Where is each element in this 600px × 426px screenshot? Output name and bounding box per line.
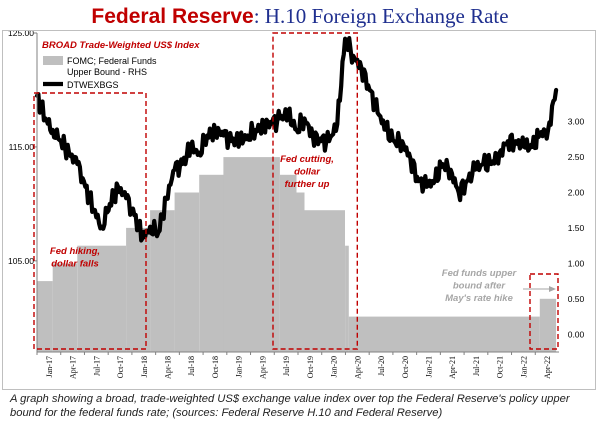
- x-tick-label-6: Jul-18: [187, 356, 196, 376]
- annotation-0-line-1: dollar falls: [51, 259, 99, 270]
- annotation-1-line-2: further up: [285, 179, 330, 190]
- y-right-tick-label-1: 0.50: [568, 294, 585, 304]
- x-tick-label-14: Jul-20: [377, 356, 386, 376]
- x-tick-label-12: Jan-20: [330, 356, 339, 377]
- dtwexbgs-line: [34, 35, 559, 243]
- annotation-2-line-0: Fed funds upper: [442, 268, 518, 279]
- fed-funds-step-5: [174, 192, 200, 352]
- y-right-tick-label-4: 2.00: [568, 188, 585, 198]
- legend-label-fed-funds-line-2: Upper Bound - RHS: [67, 67, 147, 77]
- x-tick-label-19: Oct-21: [496, 356, 505, 378]
- y-left-tick-label-1: 115.00: [9, 142, 35, 152]
- fed-funds-step-2: [77, 245, 127, 352]
- chart-svg: 105.00 115.00 125.00 0.00 0.50 1.00 1.50 2.00 2.…: [8, 31, 585, 379]
- x-tick-label-9: Apr-19: [258, 356, 267, 379]
- x-tick-label-13: Apr-20: [353, 356, 362, 379]
- x-tick-label-1: Apr-17: [69, 356, 78, 379]
- x-tick-label-3: Oct-17: [116, 356, 125, 378]
- chart-title: Federal Reserve: H.10 Foreign Exchange R…: [0, 4, 600, 29]
- y-left-tick-label-0: 105.00: [8, 256, 34, 266]
- fed-funds-step-10: [304, 210, 345, 352]
- chart-caption: A graph showing a broad, trade-weighted …: [10, 393, 570, 419]
- x-tick-label-11: Oct-19: [306, 356, 315, 378]
- highlight-box-1: [272, 32, 359, 350]
- x-tick-label-7: Oct-18: [211, 356, 220, 378]
- x-tick-label-5: Apr-18: [164, 356, 173, 379]
- annotation-2-line-2: May's rate hike: [445, 293, 513, 304]
- x-tick-label-0: Jan-17: [45, 356, 54, 377]
- x-tick-label-18: Jul-21: [472, 356, 481, 376]
- annotation-1-line-0: Fed cutting,: [280, 154, 334, 165]
- y-left-tick-label-2: 125.00: [8, 31, 34, 38]
- fed-funds-step-6: [199, 174, 224, 352]
- highlight-box-0: [33, 92, 147, 350]
- highlight-box-2: [529, 273, 559, 350]
- fed-funds-step-13: [539, 298, 557, 352]
- y-right-tick-label-2: 1.00: [568, 258, 585, 268]
- legend-label-dtwexbgs: DTWEXBGS: [67, 80, 119, 90]
- chart-frame: 105.00 115.00 125.00 0.00 0.50 1.00 1.50 2.00 2.…: [2, 30, 596, 390]
- chart-title-part2: : H.10 Foreign Exchange Rate: [253, 4, 509, 28]
- annotation-2-line-1: bound after: [453, 281, 507, 292]
- x-tick-label-8: Jan-19: [235, 356, 244, 377]
- legend-swatch-fed-funds: [43, 56, 63, 65]
- y-right-tick-label-6: 3.00: [568, 117, 585, 127]
- x-tick-label-2: Jul-17: [92, 356, 101, 376]
- fed-funds-step-1: [52, 263, 78, 352]
- fed-funds-step-9: [296, 192, 305, 352]
- legend-label-fed-funds-line-1: FOMC; Federal Funds: [67, 56, 157, 66]
- fed-funds-step-8: [280, 174, 297, 352]
- x-tick-label-16: Jan-21: [425, 356, 434, 377]
- fed-funds-step-12: [348, 316, 540, 352]
- annotation-arrow-head: [549, 286, 556, 292]
- annotation-0-line-0: Fed hiking,: [50, 246, 100, 257]
- annotation-1-line-1: dollar: [294, 167, 321, 178]
- x-tick-label-17: Apr-21: [448, 356, 457, 379]
- y-right-tick-label-5: 2.50: [568, 152, 585, 162]
- fed-funds-step-7: [223, 157, 280, 352]
- x-tick-label-21: Apr-22: [543, 356, 552, 379]
- fed-funds-step-11: [345, 245, 349, 352]
- legend-title: BROAD Trade-Weighted US$ Index: [42, 40, 200, 51]
- y-right-tick-label-3: 1.50: [568, 223, 585, 233]
- x-tick-label-4: Jan-18: [140, 356, 149, 377]
- chart-title-part1: Federal Reserve: [91, 5, 254, 28]
- x-tick-label-20: Jan-22: [519, 356, 528, 377]
- fed-funds-step-0: [37, 281, 53, 352]
- x-tick-label-10: Jul-19: [282, 356, 291, 376]
- x-tick-label-15: Oct-20: [401, 356, 410, 378]
- y-right-tick-label-0: 0.00: [568, 329, 585, 339]
